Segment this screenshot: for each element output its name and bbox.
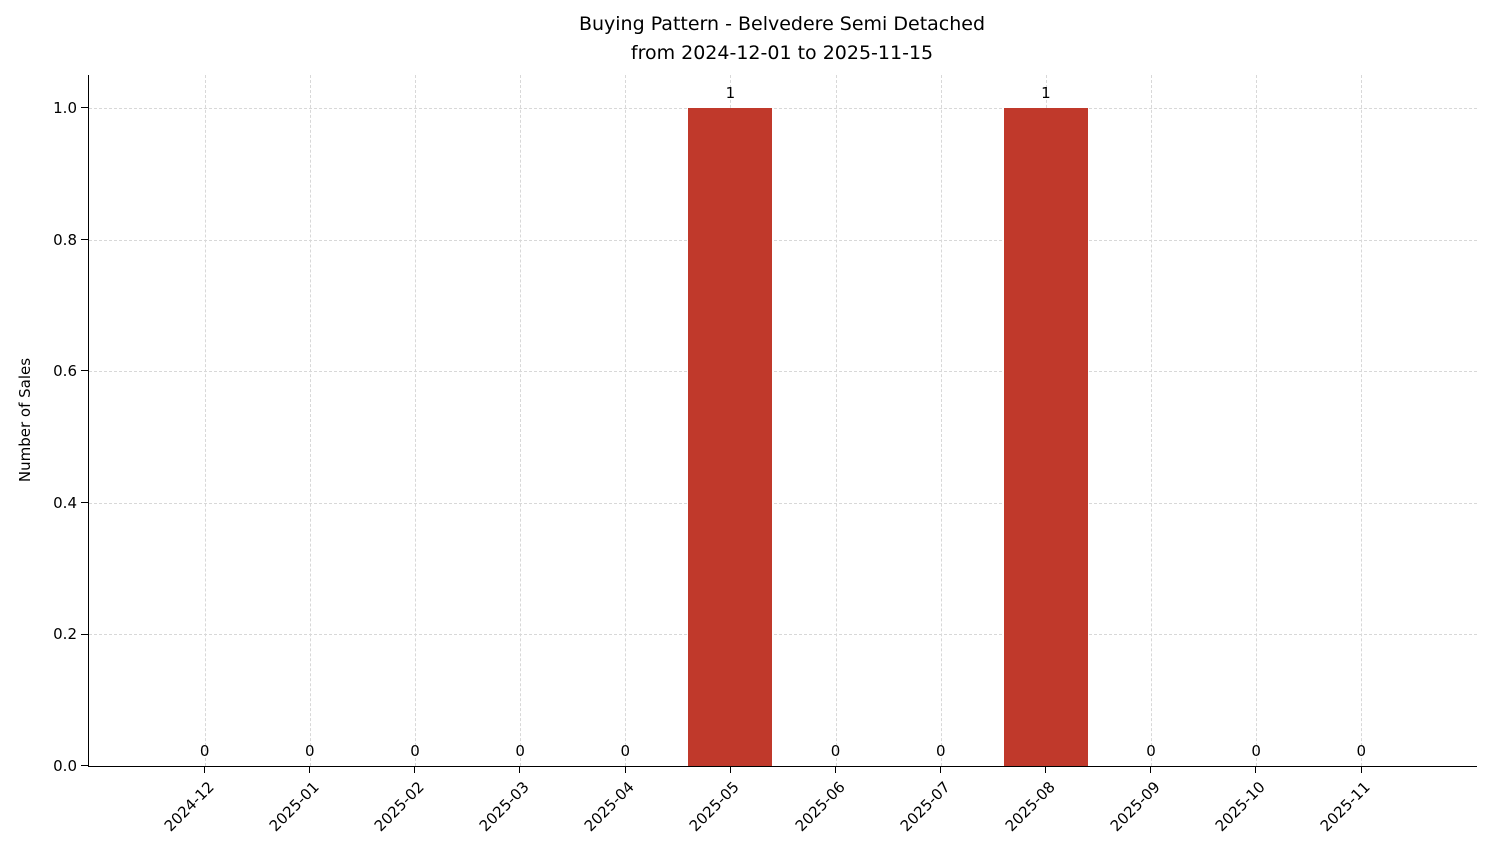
h-gridline [89,502,1477,504]
h-gridline [89,371,1477,373]
bar-value-label: 0 [1251,742,1261,760]
bar-value-label: 0 [620,742,631,760]
v-gridline [520,75,522,766]
bar-value-label: 0 [515,742,525,760]
h-gridline [89,107,1477,109]
chart-title-block: Buying Pattern - Belvedere Semi Detached… [88,10,1476,68]
bar [688,107,773,766]
y-tick [81,238,88,240]
x-tick [309,766,311,773]
chart-subtitle: from 2024-12-01 to 2025-11-15 [630,42,934,64]
v-gridline [1151,75,1153,766]
x-tick [519,766,521,773]
y-tick-label: 0.2 [53,625,77,644]
bar-value-label: 0 [1146,742,1156,760]
y-tick [81,765,88,767]
v-gridline [414,75,416,766]
x-tick [624,766,626,773]
bar-value-label: 0 [410,742,420,760]
v-gridline [1361,75,1363,766]
y-tick-label: 0.0 [53,757,77,775]
y-tick-label: 0.4 [53,493,77,512]
bar-value-label: 1 [1041,83,1051,102]
bar-value-label: 1 [725,83,736,102]
x-tick [203,766,205,773]
bar-value-label: 0 [305,742,315,760]
bar-value-label: 0 [830,742,841,760]
x-tick [834,766,836,773]
bar [1003,107,1088,766]
y-tick-label: 1.0 [53,98,77,117]
chart-title: Buying Pattern - Belvedere Semi Detached [578,13,986,35]
v-gridline [309,75,311,766]
y-tick-label: 0.6 [53,362,77,381]
v-gridline [940,75,942,766]
h-gridline [89,634,1477,636]
bar-value-label: 0 [935,742,946,760]
v-gridline [625,75,627,766]
y-tick-label: 0.8 [53,230,77,249]
x-tick [1255,766,1257,773]
h-gridline [89,239,1477,241]
x-tick [1150,766,1152,773]
y-tick [81,107,88,109]
y-tick [81,370,88,372]
x-tick [1045,766,1047,773]
x-tick [729,766,731,773]
x-tick-label: 2024-12 [160,778,218,836]
bar-value-label: 0 [1356,742,1367,760]
v-gridline [204,75,206,766]
bar-value-label: 0 [199,742,210,760]
y-tick [81,633,88,635]
x-tick [1360,766,1362,773]
plot-area: 0.0 0.2 0.4 0.6 0.8 1.0 2024-12 0 2025-01 0 2025-0… [53,75,1477,835]
y-tick [81,502,88,503]
x-tick [414,766,416,773]
x-tick [939,766,941,773]
v-gridline [1256,75,1258,766]
v-gridline [835,75,837,766]
